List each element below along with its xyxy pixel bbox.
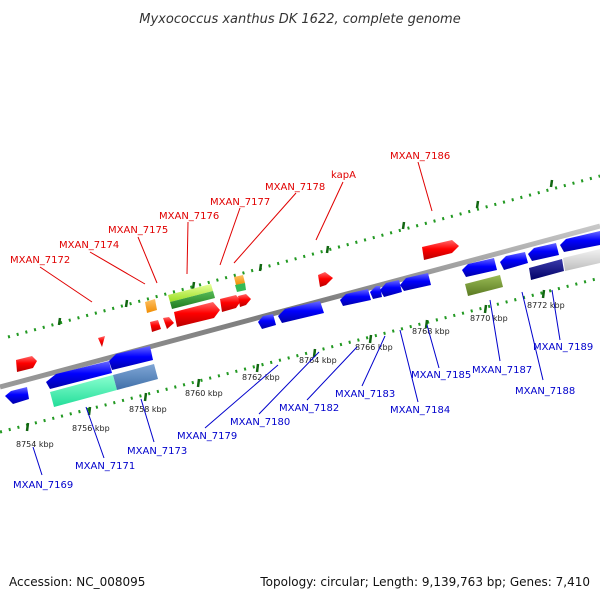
lower-major-ticks (25, 289, 546, 432)
genome-summary-text: Topology: circular; Length: 9,139,763 bp… (259, 575, 590, 589)
gene-label-mxan-7177[interactable]: MXAN_7177 (210, 197, 270, 208)
tick-label: 8758 kbp (129, 405, 167, 414)
gene-feature-rev-6 (340, 289, 371, 306)
gene-feature-fwd-4 (163, 317, 174, 329)
gene-feature-orange-2 (234, 275, 245, 285)
gene-feature-lime (168, 284, 213, 302)
gene-label-mxan-7179[interactable]: MXAN_7179 (177, 431, 237, 442)
scale-labels: 8754 kbp 8756 kbp 8758 kbp 8760 kbp 8762… (16, 301, 565, 449)
gene-label-kapa[interactable]: kapA (331, 170, 356, 181)
gene-feature-rev-1 (5, 387, 29, 404)
gene-feature-teal (50, 375, 117, 407)
gene-feature-rev-7 (370, 286, 382, 299)
gene-feature-rev-8 (380, 280, 402, 297)
gene-label-mxan-7169[interactable]: MXAN_7169 (13, 480, 73, 491)
tick-label: 8768 kbp (412, 327, 450, 336)
tick-label: 8754 kbp (16, 440, 54, 449)
colored-genes (50, 249, 600, 407)
tick-label: 8772 kbp (527, 301, 565, 310)
gene-feature-rev-3 (109, 346, 153, 370)
gene-feature-silver (563, 249, 600, 271)
gene-label-mxan-7185[interactable]: MXAN_7185 (411, 370, 471, 381)
tick-label: 8762 kbp (242, 373, 280, 382)
tick-label: 8764 kbp (299, 356, 337, 365)
gene-feature-steel (113, 364, 158, 390)
gene-feature-fwd-3 (150, 320, 161, 332)
gene-label-mxan-7176[interactable]: MXAN_7176 (159, 211, 219, 222)
gene-feature-green-small (235, 283, 246, 292)
top-gene-labels: MXAN_7172 MXAN_7174 MXAN_7175 MXAN_7176 … (10, 151, 450, 266)
tick-label: 8756 kbp (72, 424, 110, 433)
tick-label: 8760 kbp (185, 389, 223, 398)
tick-label: 8770 kbp (470, 314, 508, 323)
gene-feature-olive (465, 275, 503, 296)
gene-label-mxan-7174[interactable]: MXAN_7174 (59, 240, 119, 251)
gene-label-mxan-7184[interactable]: MXAN_7184 (390, 405, 450, 416)
gene-label-mxan-7171[interactable]: MXAN_7171 (75, 461, 135, 472)
gene-feature-fwd-8 (318, 272, 333, 287)
gene-feature-rev-4 (258, 314, 276, 329)
gene-label-mxan-7180[interactable]: MXAN_7180 (230, 417, 290, 428)
gene-feature-rev-5 (278, 301, 324, 323)
top-leader-lines (39, 161, 433, 303)
tick-label: 8766 kbp (355, 343, 393, 352)
gene-feature-rev-10 (462, 258, 497, 277)
gene-feature-rev-11 (500, 252, 528, 270)
gene-feature-navy (529, 259, 564, 280)
gene-feature-rev-13 (560, 231, 600, 252)
forward-genes (16, 240, 459, 372)
gene-label-mxan-7178[interactable]: MXAN_7178 (265, 182, 325, 193)
gene-feature-green (170, 291, 215, 309)
map-title: Myxococcus xanthus DK 1622, complete gen… (139, 12, 460, 27)
bottom-gene-labels: MXAN_7169 MXAN_7171 MXAN_7173 MXAN_7179 … (13, 342, 593, 491)
gene-feature-fwd-9 (422, 240, 459, 260)
reverse-genes (5, 231, 600, 404)
gene-feature-fwd-1 (16, 356, 37, 372)
accession-text: Accession: NC_008095 (9, 575, 145, 589)
gene-label-mxan-7188[interactable]: MXAN_7188 (515, 386, 575, 397)
gene-feature-fwd-7 (238, 294, 251, 307)
gene-feature-fwd-6 (220, 295, 241, 312)
gene-label-mxan-7173[interactable]: MXAN_7173 (127, 446, 187, 457)
gene-label-mxan-7172[interactable]: MXAN_7172 (10, 255, 70, 266)
gene-label-mxan-7183[interactable]: MXAN_7183 (335, 389, 395, 400)
gene-feature-rev-9 (400, 273, 431, 291)
gene-feature-rev-12 (528, 243, 559, 261)
gene-label-mxan-7186[interactable]: MXAN_7186 (390, 151, 450, 162)
upper-major-ticks (57, 179, 554, 326)
gene-label-mxan-7187[interactable]: MXAN_7187 (472, 365, 532, 376)
upper-tick-track (7, 174, 600, 339)
gene-feature-fwd-5 (174, 302, 220, 327)
gene-label-mxan-7182[interactable]: MXAN_7182 (279, 403, 339, 414)
gene-feature-rev-2 (46, 361, 112, 389)
gene-label-mxan-7175[interactable]: MXAN_7175 (108, 225, 168, 236)
bottom-leader-lines (32, 289, 561, 476)
gene-label-mxan-7189[interactable]: MXAN_7189 (533, 342, 593, 353)
gene-feature-orange-1 (145, 299, 157, 313)
gene-feature-fwd-2 (98, 336, 105, 347)
